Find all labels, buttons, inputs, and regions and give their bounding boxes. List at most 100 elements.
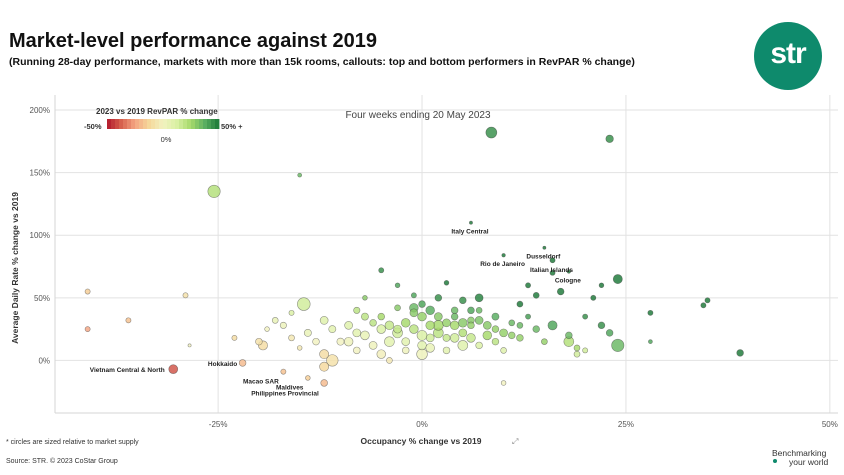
- x-axis-label: Occupancy % change vs 2019: [361, 436, 482, 446]
- data-point: [207, 184, 221, 198]
- data-point: [368, 341, 378, 350]
- data-point: [288, 309, 295, 316]
- data-point: [231, 334, 238, 341]
- data-point: [84, 288, 91, 295]
- data-point: [182, 292, 189, 299]
- data-point: [279, 321, 287, 329]
- callout-label: Cologne: [555, 277, 581, 284]
- data-point: [360, 330, 370, 341]
- callout-label: Italian Islands: [530, 267, 573, 274]
- data-point: [343, 336, 354, 347]
- data-point: [598, 282, 605, 288]
- data-point: [288, 334, 295, 342]
- data-point: [573, 350, 581, 358]
- data-point: [378, 267, 385, 274]
- data-point: [425, 333, 435, 343]
- data-point: [264, 326, 270, 332]
- data-point: [491, 312, 500, 321]
- data-point: [353, 306, 361, 314]
- grid-lines: -25% 0% 25% 50% 0% 50% 100% 150% 200%: [30, 95, 838, 429]
- page-subtitle: (Running 28-day performance, markets wit…: [9, 56, 635, 68]
- x-tick-label: 50%: [822, 420, 838, 429]
- legend-swatch: [123, 119, 128, 129]
- legend-swatch: [155, 119, 160, 129]
- legend-swatch: [163, 119, 168, 129]
- data-point: [353, 346, 361, 355]
- legend-swatch: [135, 119, 140, 129]
- data-point: [362, 295, 368, 301]
- legend-swatch: [207, 119, 212, 129]
- callout-point: [168, 364, 179, 374]
- data-point: [417, 340, 427, 351]
- legend-swatch: [107, 119, 112, 129]
- legend-swatch: [211, 119, 216, 129]
- data-point: [704, 297, 711, 304]
- data-point: [344, 321, 353, 330]
- data-point: [361, 312, 369, 321]
- data-point: [605, 329, 614, 337]
- data-point: [516, 300, 524, 308]
- legend-swatch: [199, 119, 204, 129]
- legend-swatch: [203, 119, 208, 129]
- data-point: [434, 312, 443, 321]
- data-point: [425, 305, 435, 316]
- data-point: [499, 328, 508, 338]
- y-tick-label: 200%: [30, 106, 50, 115]
- callout-point: [542, 245, 547, 250]
- data-point: [377, 312, 385, 321]
- callout-label: Vietnam Central & North: [90, 367, 165, 374]
- data-point: [516, 334, 524, 342]
- data-point: [573, 344, 581, 352]
- x-tick-label: 0%: [416, 420, 428, 429]
- data-point: [525, 313, 531, 320]
- data-point: [459, 296, 467, 305]
- data-point: [582, 347, 589, 354]
- data-point: [442, 333, 451, 342]
- legend-swatch: [179, 119, 184, 129]
- data-point: [482, 330, 492, 341]
- data-point: [384, 320, 395, 331]
- data-point: [394, 282, 401, 288]
- legend-swatch: [191, 119, 196, 129]
- callout-label: Rio de Janeiro: [480, 261, 525, 268]
- data-point: [647, 309, 654, 316]
- data-point: [736, 349, 744, 357]
- data-point: [532, 292, 540, 299]
- y-axis-label: Average Daily Rate % change vs 2019: [10, 192, 20, 344]
- callout-point: [280, 368, 287, 375]
- data-point: [394, 304, 401, 312]
- data-point: [442, 318, 451, 328]
- x-axis-label-icon: ⤢: [511, 437, 518, 446]
- data-point: [605, 134, 614, 143]
- data-point: [326, 354, 339, 367]
- source-credit: Source: STR. © 2023 CoStar Group: [6, 458, 118, 465]
- data-point: [296, 345, 303, 351]
- data-point: [541, 338, 548, 345]
- data-point: [556, 287, 565, 296]
- callout-label: Philippines Provincial: [251, 390, 319, 397]
- data-point: [84, 326, 91, 333]
- data-point: [271, 317, 279, 324]
- callout-label: Hokkaido: [208, 361, 237, 368]
- callout-label: Italy Central: [451, 228, 488, 235]
- legend-swatch: [139, 119, 144, 129]
- data-point: [485, 126, 498, 139]
- data-point: [312, 337, 320, 346]
- data-point: [648, 339, 653, 344]
- data-point: [457, 340, 469, 351]
- callout-point: [566, 269, 571, 274]
- data-point: [336, 337, 345, 346]
- data-point: [450, 306, 459, 315]
- data-point: [467, 321, 475, 330]
- data-point: [369, 319, 377, 327]
- data-point: [393, 324, 402, 334]
- data-point: [612, 274, 623, 284]
- y-tick-label: 100%: [30, 231, 50, 240]
- tagline-line-2: your world: [789, 457, 829, 467]
- data-point: [384, 336, 395, 347]
- data-point: [409, 308, 419, 318]
- data-point: [442, 346, 451, 355]
- data-point: [582, 313, 589, 320]
- axes: Occupancy % change vs 2019 ⤢ Average Dai…: [10, 110, 518, 446]
